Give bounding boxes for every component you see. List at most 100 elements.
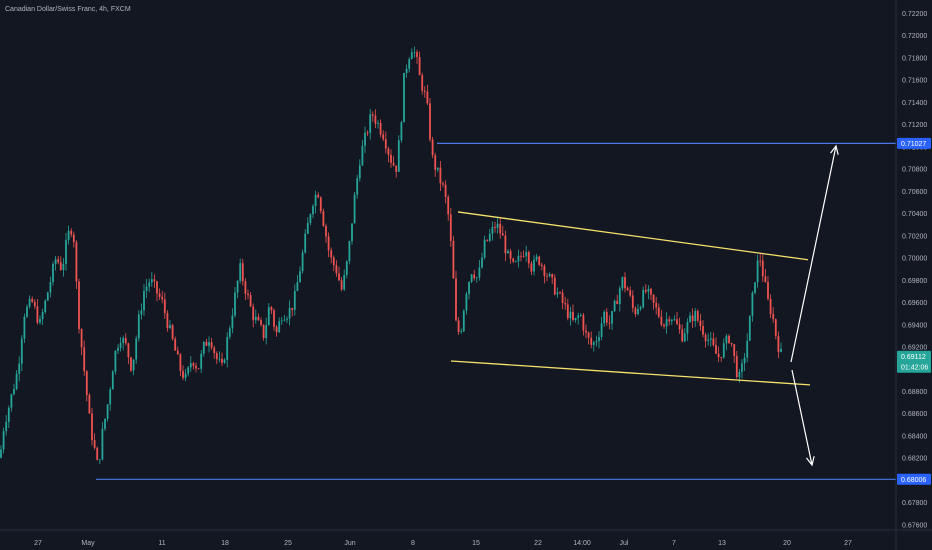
arrow-up bbox=[790, 145, 837, 363]
candle-body bbox=[764, 276, 767, 282]
candle-body bbox=[166, 313, 169, 329]
candle-body bbox=[358, 165, 361, 179]
candle-body bbox=[733, 344, 736, 357]
candle-body bbox=[338, 273, 340, 281]
candle-body bbox=[470, 274, 473, 282]
candle-body bbox=[7, 407, 10, 422]
candle-body bbox=[80, 328, 83, 348]
candle-body bbox=[176, 350, 179, 355]
candle-body bbox=[223, 359, 226, 363]
candle-body bbox=[314, 194, 317, 207]
candle-body bbox=[215, 353, 218, 360]
candle-body bbox=[683, 333, 686, 342]
candle-body bbox=[720, 357, 723, 358]
candles-layer bbox=[0, 46, 782, 465]
x-tick-label: 27 bbox=[34, 540, 42, 547]
candle-body bbox=[158, 293, 161, 297]
candle-body bbox=[317, 194, 320, 198]
candle-body bbox=[252, 306, 255, 321]
candle-body bbox=[608, 322, 611, 324]
x-tick-label: 27 bbox=[844, 540, 852, 547]
candle-body bbox=[616, 300, 619, 305]
candle-body bbox=[384, 139, 387, 149]
candle-body bbox=[13, 388, 15, 395]
current-price-tag-countdown: 01:42:06 bbox=[901, 364, 928, 371]
y-tick-label: 0.70800 bbox=[902, 167, 927, 174]
candle-body bbox=[689, 315, 691, 323]
candle-body bbox=[722, 343, 725, 358]
candle-body bbox=[280, 320, 283, 322]
candle-body bbox=[429, 103, 431, 140]
candle-body bbox=[436, 167, 439, 170]
candle-body bbox=[631, 295, 634, 309]
x-tick-label: 14:00 bbox=[573, 540, 591, 547]
candle-body bbox=[465, 293, 468, 311]
candle-body bbox=[270, 307, 273, 311]
candle-body bbox=[439, 167, 442, 184]
candle-body bbox=[374, 115, 377, 124]
candle-body bbox=[699, 320, 702, 327]
candle-body bbox=[548, 274, 551, 277]
candle-body bbox=[681, 329, 684, 342]
candle-body bbox=[496, 223, 499, 228]
candle-body bbox=[382, 134, 385, 140]
y-tick-label: 0.72000 bbox=[902, 33, 927, 40]
candle-body bbox=[301, 252, 304, 272]
candle-body bbox=[132, 359, 135, 371]
candle-body bbox=[36, 306, 39, 323]
candle-body bbox=[624, 277, 626, 289]
candle-body bbox=[135, 338, 138, 360]
candle-body bbox=[364, 132, 366, 146]
candle-body bbox=[254, 316, 257, 321]
candle-body bbox=[351, 223, 353, 242]
candle-body bbox=[725, 335, 728, 344]
candle-body bbox=[488, 233, 491, 241]
candle-body bbox=[626, 288, 629, 291]
candle-body bbox=[93, 440, 96, 448]
candle-body bbox=[306, 222, 309, 234]
candle-body bbox=[569, 311, 572, 319]
candle-body bbox=[153, 279, 156, 282]
candle-body bbox=[525, 252, 528, 257]
channel-upper-line bbox=[457, 211, 809, 261]
candle-body bbox=[767, 281, 769, 299]
candle-body bbox=[566, 304, 569, 319]
candle-body bbox=[210, 342, 213, 348]
candle-body bbox=[57, 259, 60, 263]
candle-body bbox=[395, 165, 398, 172]
current-price-tag-bg bbox=[897, 350, 931, 373]
candle-body bbox=[23, 316, 26, 339]
candle-body bbox=[423, 90, 426, 92]
y-tick-label: 0.69400 bbox=[902, 322, 927, 329]
candle-body bbox=[390, 154, 392, 163]
candle-body bbox=[247, 293, 249, 296]
candle-body bbox=[475, 277, 478, 279]
candle-body bbox=[31, 298, 34, 302]
candle-body bbox=[652, 294, 655, 303]
candle-body bbox=[122, 338, 125, 344]
candle-body bbox=[618, 288, 621, 305]
candle-body bbox=[127, 343, 130, 358]
candle-body bbox=[288, 307, 291, 319]
candle-body bbox=[410, 52, 413, 60]
x-tick-label: 15 bbox=[472, 540, 480, 547]
candle-body bbox=[611, 311, 613, 324]
x-tick-label: 20 bbox=[783, 540, 791, 547]
arrow-down-head bbox=[806, 456, 815, 467]
candle-body bbox=[228, 328, 231, 337]
candle-body bbox=[239, 263, 242, 281]
candle-body bbox=[572, 311, 574, 321]
candle-body bbox=[52, 263, 54, 283]
candle-body bbox=[20, 338, 23, 364]
candle-body bbox=[236, 280, 239, 293]
candle-body bbox=[62, 263, 65, 270]
candle-body bbox=[10, 394, 13, 408]
candle-body bbox=[59, 262, 62, 270]
candle-body bbox=[109, 389, 112, 405]
candle-body bbox=[702, 326, 704, 335]
candle-body bbox=[743, 357, 746, 364]
candle-body bbox=[179, 354, 182, 371]
candle-body bbox=[46, 292, 49, 301]
